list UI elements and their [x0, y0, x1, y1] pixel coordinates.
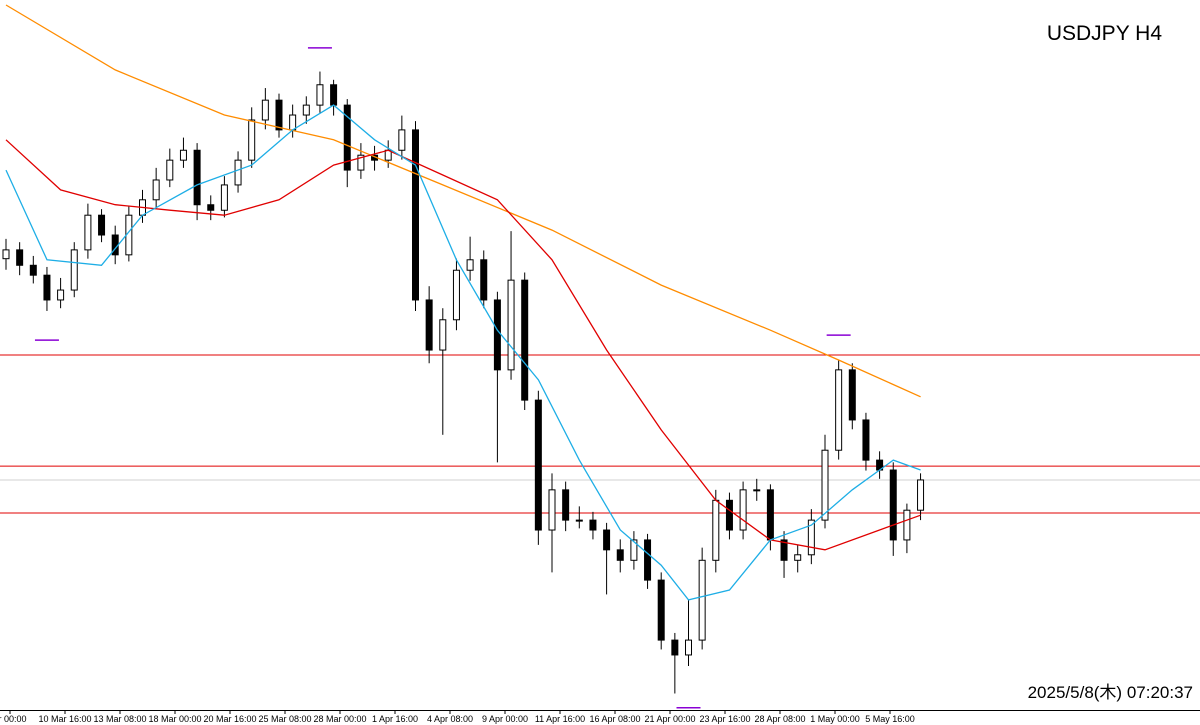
candle-body [630, 539, 638, 561]
candle-body [589, 519, 597, 531]
candle-body [821, 449, 829, 521]
candle-body [57, 289, 65, 301]
candle-body [780, 539, 788, 561]
candle-body [903, 509, 911, 541]
x-tick-label: 1 Apr 16:00 [372, 714, 418, 724]
x-tick-label: 1 May 00:00 [810, 714, 860, 724]
candle-body [835, 369, 843, 451]
x-tick-label: 25 Mar 08:00 [258, 714, 311, 724]
chart-title: USDJPY H4 [1047, 22, 1162, 45]
x-tick-label: 21 Apr 00:00 [644, 714, 695, 724]
x-tick-label: 4 Apr 08:00 [427, 714, 473, 724]
candle-body [84, 214, 92, 251]
candle-body [616, 549, 624, 561]
candle-body [671, 639, 679, 656]
candle-body [316, 84, 324, 106]
candle-body [753, 489, 761, 492]
x-tick-label: ar 00:00 [0, 714, 27, 724]
candle-body [152, 179, 160, 201]
candle-body [98, 214, 106, 236]
candle-body [862, 419, 870, 461]
candle-body [43, 274, 51, 301]
candle-body [439, 319, 447, 351]
candle-body [302, 104, 310, 116]
candle-body [889, 469, 897, 541]
candle-body [562, 489, 570, 521]
candle-body [603, 529, 611, 551]
x-tick-label: 28 Mar 00:00 [313, 714, 366, 724]
candle-body [289, 114, 297, 131]
candle-body [220, 184, 228, 211]
candle-body [534, 399, 542, 531]
candle-body [507, 279, 515, 371]
candle-body [330, 84, 338, 106]
x-tick-label: 5 May 16:00 [865, 714, 915, 724]
candle-body [275, 99, 283, 131]
moving-average [5, 139, 921, 551]
x-tick-label: 9 Apr 00:00 [482, 714, 528, 724]
candle-body [425, 299, 433, 351]
candle-body [712, 499, 720, 561]
candle-body [2, 249, 10, 260]
candle-body [794, 554, 802, 561]
x-tick-label: 10 Mar 16:00 [38, 714, 91, 724]
x-tick-label: 11 Apr 16:00 [535, 714, 585, 724]
candle-body [548, 489, 556, 531]
candle-body [685, 639, 692, 656]
candle-body [70, 249, 78, 291]
moving-average [5, 104, 921, 601]
x-tick-label: 20 Mar 16:00 [203, 714, 256, 724]
timestamp: 2025/5/8(木) 07:20:37 [1028, 683, 1193, 702]
candle-body [466, 259, 474, 271]
candle-body [261, 99, 269, 121]
moving-average [5, 4, 921, 398]
x-tick-label: 28 Apr 08:00 [754, 714, 805, 724]
candle-body [234, 159, 242, 186]
candle-body [575, 519, 583, 522]
candle-body [807, 519, 815, 556]
x-tick-label: 13 Mar 08:00 [93, 714, 146, 724]
candle-body [207, 204, 215, 211]
candle-body [16, 249, 24, 266]
candle-body [193, 149, 201, 206]
candle-body [398, 129, 406, 151]
candle-body [29, 264, 37, 276]
candle-body [766, 489, 774, 541]
x-tick-label: 23 Apr 16:00 [699, 714, 750, 724]
candle-body [725, 499, 733, 531]
candle-body [248, 119, 256, 161]
candle-body [698, 559, 706, 641]
candle-body [412, 129, 419, 301]
candle-body [166, 159, 174, 181]
candle-body [521, 279, 529, 401]
candle-body [848, 369, 856, 421]
candle-body [644, 539, 652, 581]
candle-body [493, 299, 501, 371]
x-tick-label: 18 Mar 00:00 [148, 714, 201, 724]
candle-body [917, 479, 925, 511]
candle-body [357, 154, 365, 171]
candle-body [343, 104, 351, 171]
candle-body [739, 489, 747, 531]
candle-body [657, 579, 665, 641]
x-tick-label: 16 Apr 08:00 [589, 714, 640, 724]
candle-body [179, 149, 187, 161]
candle-body [452, 269, 460, 321]
candle-body [480, 259, 488, 301]
